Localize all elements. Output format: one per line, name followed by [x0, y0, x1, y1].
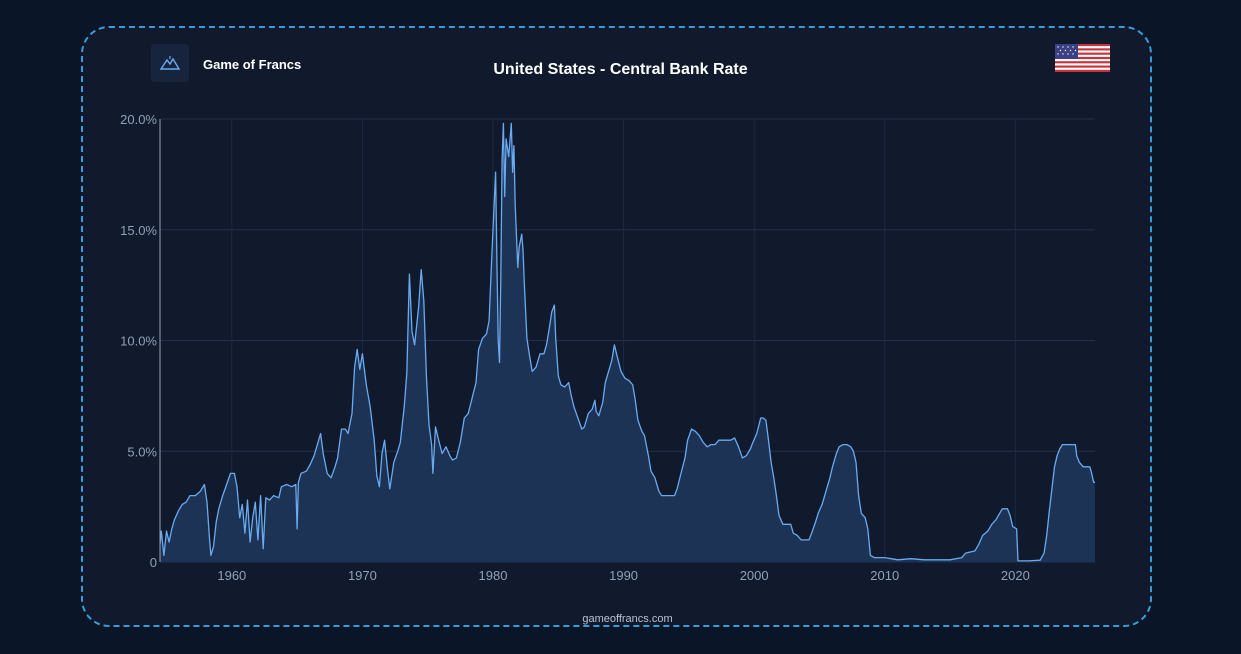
y-tick-label: 20.0%	[120, 112, 157, 127]
us-flag-icon	[1055, 44, 1110, 72]
x-tick-label: 1970	[348, 568, 377, 583]
x-tick-label: 1980	[479, 568, 508, 583]
chart-title: United States - Central Bank Rate	[493, 61, 748, 78]
x-tick-label: 1960	[217, 568, 246, 583]
x-tick-label: 2000	[740, 568, 769, 583]
y-tick-label: 5.0%	[127, 444, 157, 459]
x-tick-label: 1990	[609, 568, 638, 583]
y-axis-ticks: 0 5.0% 10.0% 15.0% 20.0%	[120, 112, 157, 570]
y-tick-label: 10.0%	[120, 334, 157, 349]
rate-area	[160, 123, 1095, 563]
y-tick-label: 15.0%	[120, 223, 157, 238]
brand-logo[interactable]	[151, 44, 189, 82]
x-tick-label: 2020	[1001, 568, 1030, 583]
y-tick-label: 0	[150, 555, 157, 570]
x-tick-label: 2010	[870, 568, 899, 583]
x-axis-ticks: 1960 1970 1980 1990 2000 2010 2020	[217, 568, 1029, 583]
brand-name: Game of Francs	[203, 57, 302, 72]
mountain-logo-icon	[159, 56, 181, 70]
footer-domain[interactable]: gameoffrancs.com	[582, 613, 673, 625]
rate-line	[159, 122, 1095, 562]
